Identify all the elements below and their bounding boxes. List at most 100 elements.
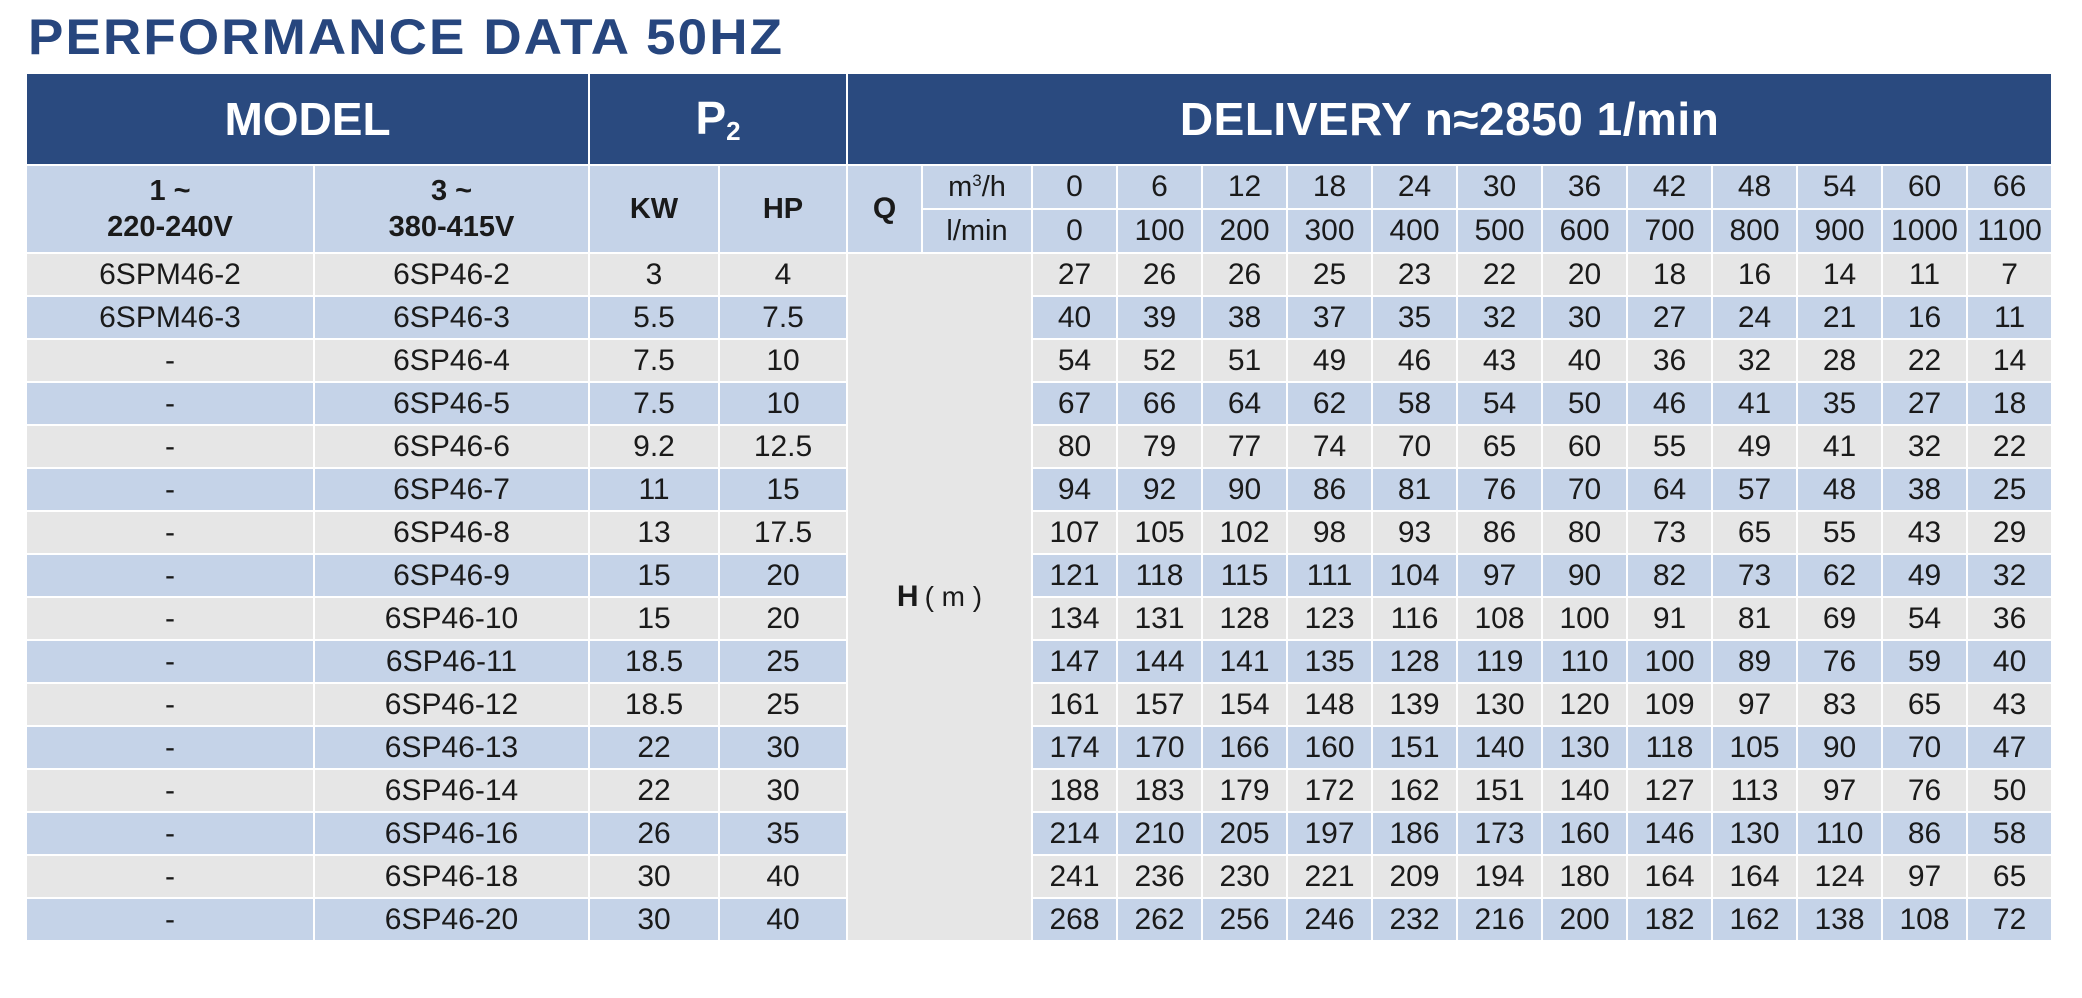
head-value-cell: 62 <box>1286 381 1374 426</box>
head-value-cell: 51 <box>1201 338 1289 383</box>
head-value-cell: 35 <box>1371 295 1459 340</box>
kw-cell: 30 <box>588 897 721 942</box>
head-value-cell: 144 <box>1116 639 1204 684</box>
three-phase-header: 3 ~ 380-415V <box>312 164 591 254</box>
table-row: -6SP46-5 7.5 10 67 66 64 62 58 54 50 46 41 35 27 18 <box>25 381 2054 426</box>
head-value-cell: 65 <box>1456 424 1544 469</box>
head-value-cell: 21 <box>1796 295 1884 340</box>
head-value-cell: 135 <box>1286 639 1374 684</box>
head-value-cell: 130 <box>1711 811 1799 856</box>
head-value-cell: 50 <box>1541 381 1629 426</box>
head-value-cell: 76 <box>1456 467 1544 512</box>
head-value-cell: 230 <box>1201 854 1289 899</box>
head-value-cell: 157 <box>1116 682 1204 727</box>
head-value-cell: 128 <box>1371 639 1459 684</box>
head-value-cell: 27 <box>1626 295 1714 340</box>
head-value-cell: 73 <box>1711 553 1799 598</box>
q-m3h-value: 36 <box>1541 164 1629 210</box>
head-value-cell: 210 <box>1116 811 1204 856</box>
q-m3h-value: 12 <box>1201 164 1289 210</box>
hp-cell: 10 <box>718 381 849 426</box>
head-value-cell: 164 <box>1626 854 1714 899</box>
head-value-cell: 90 <box>1796 725 1884 770</box>
head-value-cell: 200 <box>1541 897 1629 942</box>
model-single-phase-cell: - <box>25 553 315 598</box>
head-value-cell: 179 <box>1201 768 1289 813</box>
head-value-cell: 146 <box>1626 811 1714 856</box>
q-lmin-value: 300 <box>1286 208 1374 254</box>
head-value-cell: 11 <box>1966 295 2054 340</box>
model-single-phase-cell: 6SPM46-2 <box>25 252 315 297</box>
head-value-cell: 22 <box>1881 338 1969 383</box>
head-value-cell: 105 <box>1711 725 1799 770</box>
head-value-cell: 92 <box>1116 467 1204 512</box>
q-unit-m3h-superscript: 3 <box>972 170 982 190</box>
head-value-cell: 65 <box>1711 510 1799 555</box>
q-m3h-value: 6 <box>1116 164 1204 210</box>
q-m3h-value: 66 <box>1966 164 2054 210</box>
head-value-cell: 64 <box>1201 381 1289 426</box>
head-value-cell: 162 <box>1371 768 1459 813</box>
head-value-cell: 24 <box>1711 295 1799 340</box>
head-value-cell: 47 <box>1966 725 2054 770</box>
model-three-phase-cell: 6SP46-8 <box>312 510 591 555</box>
q-lmin-value: 700 <box>1626 208 1714 254</box>
table-row: 6SPM46-2 6SP46-2 3 4 H( m ) 27 26 26 25 23 22 20 18 1… <box>25 252 2054 942</box>
head-value-cell: 104 <box>1371 553 1459 598</box>
head-value-cell: 162 <box>1711 897 1799 942</box>
head-value-cell: 111 <box>1286 553 1374 598</box>
q-m3h-value: 24 <box>1371 164 1459 210</box>
q-lmin-value: 1000 <box>1881 208 1969 254</box>
table-row: -6SP46-9 15 20 121 118 115 111 104 97 90 82 73 62 49 3… <box>25 553 2054 598</box>
head-value-cell: 182 <box>1626 897 1714 942</box>
head-value-cell: 127 <box>1626 768 1714 813</box>
model-single-phase-cell: - <box>25 338 315 383</box>
table-row: -6SP46-20 30 40 268 262 256 246 232 216 200 182 162… <box>25 897 2054 942</box>
head-value-cell: 107 <box>1031 510 1119 555</box>
head-value-cell: 29 <box>1966 510 2054 555</box>
head-value-cell: 154 <box>1201 682 1289 727</box>
head-value-cell: 140 <box>1541 768 1629 813</box>
q-lmin-value: 0 <box>1031 208 1119 254</box>
kw-cell: 3 <box>588 252 721 297</box>
head-value-cell: 74 <box>1286 424 1374 469</box>
model-single-phase-cell: - <box>25 510 315 555</box>
head-value-cell: 40 <box>1031 295 1119 340</box>
head-value-cell: 110 <box>1796 811 1884 856</box>
table-row: -6SP46-13 22 30 174 170 166 160 151 140 130 118 105… <box>25 725 2054 770</box>
head-value-cell: 41 <box>1796 424 1884 469</box>
kw-cell: 30 <box>588 854 721 899</box>
three-phase-line2: 380-415V <box>388 211 515 243</box>
head-value-cell: 30 <box>1541 295 1629 340</box>
head-value-cell: 59 <box>1881 639 1969 684</box>
head-value-cell: 26 <box>1116 252 1204 297</box>
head-value-cell: 139 <box>1371 682 1459 727</box>
head-value-cell: 83 <box>1796 682 1884 727</box>
head-value-cell: 148 <box>1286 682 1374 727</box>
hp-cell: 12.5 <box>718 424 849 469</box>
head-value-cell: 27 <box>1031 252 1119 297</box>
head-value-cell: 119 <box>1456 639 1544 684</box>
head-value-cell: 14 <box>1966 338 2054 383</box>
head-value-cell: 160 <box>1541 811 1629 856</box>
model-header: MODEL <box>24 72 591 166</box>
head-value-cell: 50 <box>1966 768 2054 813</box>
kw-cell: 26 <box>588 811 721 856</box>
three-phase-line1: 3 ~ <box>430 175 473 207</box>
head-value-cell: 80 <box>1031 424 1119 469</box>
head-value-cell: 54 <box>1031 338 1119 383</box>
head-value-cell: 91 <box>1626 596 1714 641</box>
header-row: MODEL P2 DELIVERY n≈2850 1/min <box>24 72 2054 166</box>
head-value-cell: 140 <box>1456 725 1544 770</box>
table-row: -6SP46-11 18.5 25 147 144 141 135 128 119 110 100 8… <box>25 639 2054 684</box>
head-value-cell: 262 <box>1116 897 1204 942</box>
hp-cell: 40 <box>718 897 849 942</box>
hp-cell: 40 <box>718 854 849 899</box>
head-value-cell: 97 <box>1881 854 1969 899</box>
model-single-phase-cell: 6SPM46-3 <box>25 295 315 340</box>
head-value-cell: 188 <box>1031 768 1119 813</box>
table-row: 6SPM46-3 6SP46-3 5.5 7.5 40 39 38 37 35 32 30 27 24 2… <box>25 295 2054 340</box>
head-value-cell: 11 <box>1881 252 1969 297</box>
head-value-cell: 194 <box>1456 854 1544 899</box>
head-value-cell: 134 <box>1031 596 1119 641</box>
